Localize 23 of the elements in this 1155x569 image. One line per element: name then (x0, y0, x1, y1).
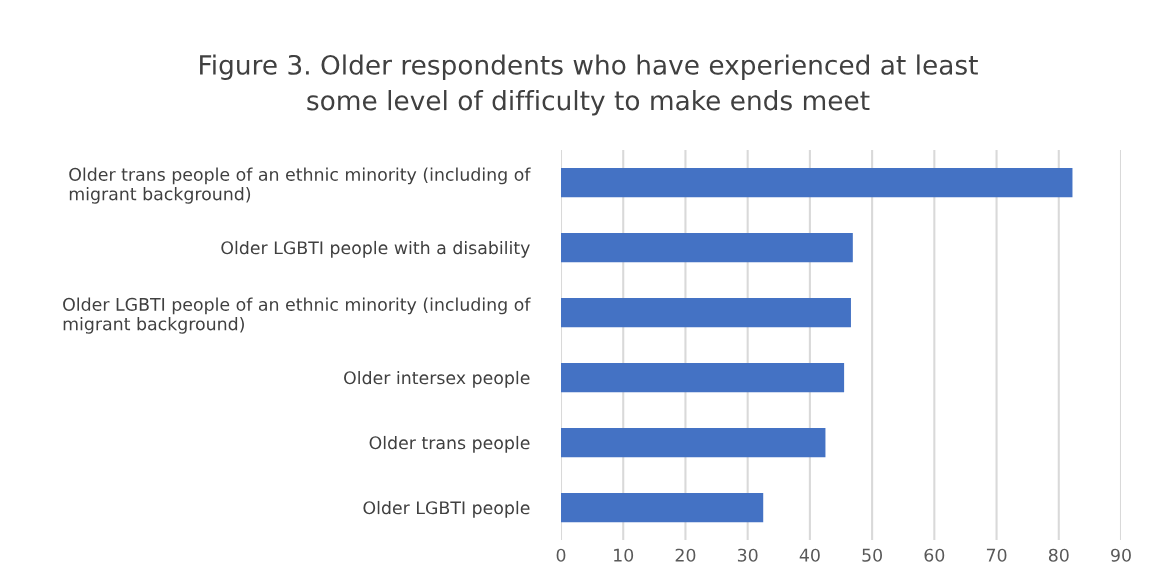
y-tick-label: Older LGBTI people of an ethnic minority (including of migrant background) (63, 297, 531, 334)
x-tick-label: 90 (1111, 548, 1131, 562)
bar (561, 297, 851, 328)
x-tick-label: 80 (1048, 548, 1069, 562)
x-tick-label: 10 (614, 548, 634, 562)
y-tick-label: Older trans people of an ethnic minority (including of migrant background) (69, 167, 531, 204)
x-tick-label: 60 (924, 548, 945, 562)
x-tick-label: 50 (862, 548, 882, 562)
y-tick-label: Older trans people (369, 435, 530, 453)
x-tick-label: 0 (556, 548, 566, 562)
y-tick-label: Older LGBTI people (363, 500, 530, 518)
chart-title: Figure 3. Older respondents who have experienced at least some level of difficulty to make ends meet (200, 54, 978, 116)
bar (561, 362, 845, 393)
bar (561, 427, 826, 458)
bar (561, 167, 1073, 198)
x-tick-label: 30 (737, 548, 758, 562)
y-tick-label: Older intersex people (344, 370, 530, 388)
x-tick-label: 20 (675, 548, 696, 562)
bar (561, 492, 764, 523)
bar (561, 232, 853, 263)
x-tick-label: 40 (799, 548, 820, 562)
x-tick-label: 70 (986, 548, 1007, 562)
y-tick-label: Older LGBTI people with a disability (221, 240, 530, 258)
